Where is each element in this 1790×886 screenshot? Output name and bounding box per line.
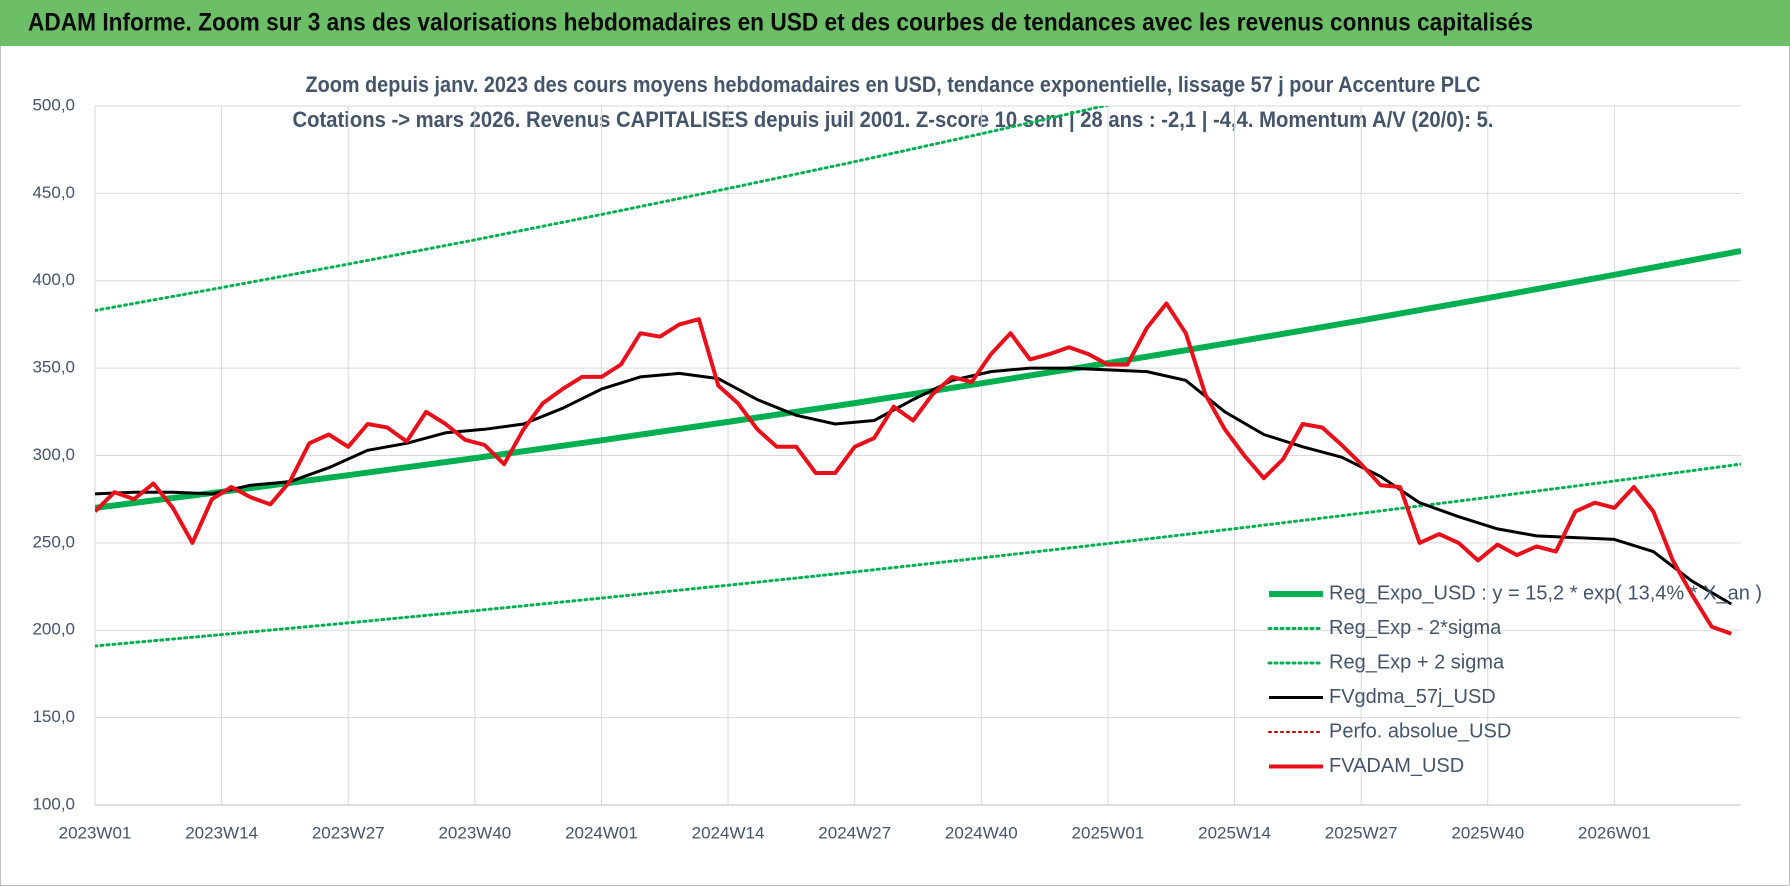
x-tick-label: 2025W40 bbox=[1451, 823, 1524, 842]
x-tick-label: 2024W01 bbox=[565, 823, 638, 842]
legend-label: FVADAM_USD bbox=[1329, 755, 1464, 777]
plot-area bbox=[95, 106, 1741, 648]
x-tick-label: 2024W14 bbox=[692, 823, 765, 842]
y-tick-label: 500,0 bbox=[32, 95, 75, 114]
y-tick-label: 450,0 bbox=[32, 183, 75, 202]
series-line bbox=[95, 106, 1111, 312]
x-tick-label: 2023W40 bbox=[438, 823, 511, 842]
x-tick-label: 2025W14 bbox=[1198, 823, 1271, 842]
series-line bbox=[95, 462, 1741, 648]
x-tick-label: 2024W27 bbox=[818, 823, 891, 842]
x-tick-label: 2025W27 bbox=[1325, 823, 1398, 842]
chart-subtitle: Cotations -> mars 2026. Revenus CAPITALI… bbox=[293, 107, 1494, 132]
y-tick-label: 300,0 bbox=[32, 445, 75, 464]
legend-label: Reg_Exp + 2 sigma bbox=[1329, 651, 1505, 673]
chart-title: ADAM Informe. Zoom sur 3 ans des valoris… bbox=[28, 9, 1533, 37]
y-tick-label: 400,0 bbox=[32, 270, 75, 289]
y-tick-label: 100,0 bbox=[32, 794, 75, 813]
x-tick-label: 2024W40 bbox=[945, 823, 1018, 842]
x-tick-label: 2026W01 bbox=[1578, 823, 1651, 842]
y-tick-label: 150,0 bbox=[32, 707, 75, 726]
x-tick-label: 2023W27 bbox=[312, 823, 385, 842]
legend-label: FVgdma_57j_USD bbox=[1329, 686, 1496, 708]
title-bar bbox=[0, 0, 1790, 46]
y-tick-label: 350,0 bbox=[32, 358, 75, 377]
legend-label: Reg_Expo_USD : y = 15,2 * exp( 13,4% * X… bbox=[1329, 582, 1762, 604]
x-tick-label: 2023W01 bbox=[59, 823, 132, 842]
legend-label: Reg_Exp - 2*sigma bbox=[1329, 617, 1502, 639]
legend-label: Perfo. absolue_USD bbox=[1329, 720, 1511, 742]
series-line bbox=[95, 366, 1733, 606]
series-line bbox=[95, 247, 1741, 511]
x-tick-label: 2025W01 bbox=[1072, 823, 1145, 842]
y-tick-label: 250,0 bbox=[32, 532, 75, 551]
chart-subtitle: Zoom depuis janv. 2023 des cours moyens … bbox=[306, 72, 1481, 97]
x-tick-label: 2023W14 bbox=[185, 823, 258, 842]
y-tick-label: 200,0 bbox=[32, 620, 75, 639]
series-line bbox=[95, 301, 1732, 636]
